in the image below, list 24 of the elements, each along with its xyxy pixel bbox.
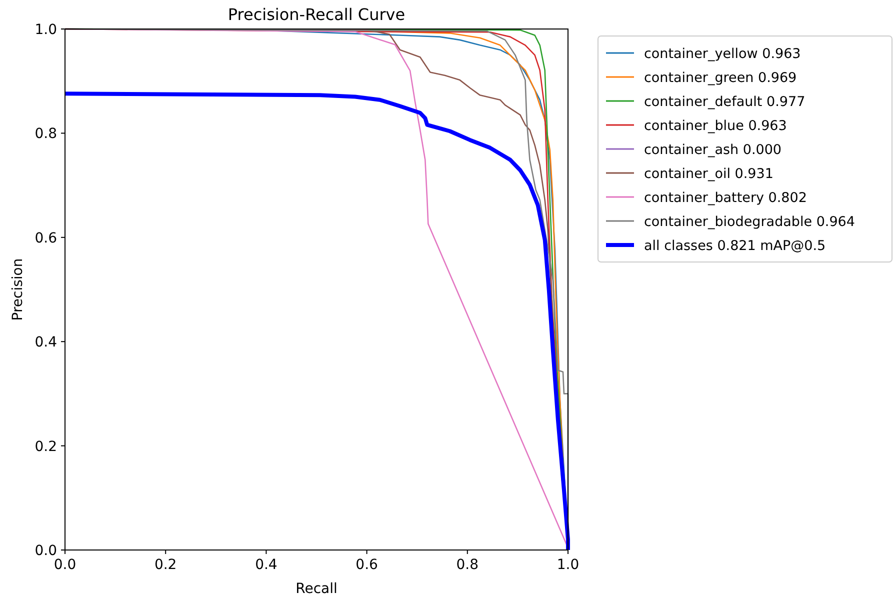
chart-title: Precision-Recall Curve	[228, 5, 406, 24]
legend-label: container_oil 0.931	[644, 166, 774, 182]
y-tick-label: 0.0	[34, 543, 57, 559]
x-tick-label: 0.2	[154, 557, 177, 573]
y-tick-label: 1.0	[34, 22, 57, 38]
legend-label: container_yellow 0.963	[644, 46, 801, 62]
x-tick-label: 0.4	[255, 557, 278, 573]
y-tick-label: 0.4	[34, 334, 58, 351]
x-tick-label: 0.8	[456, 557, 479, 573]
legend-label: container_blue 0.963	[644, 118, 787, 134]
x-tick-label: 1.0	[556, 557, 580, 573]
legend-label: container_green 0.969	[644, 70, 797, 86]
y-tick-label: 0.8	[34, 126, 57, 142]
y-axis-title: Precision	[10, 258, 26, 321]
legend-label: all classes 0.821 mAP@0.5	[644, 238, 826, 254]
legend-label: container_battery 0.802	[644, 190, 807, 206]
x-axis-title: Recall	[296, 581, 338, 597]
x-tick-label: 0.0	[54, 557, 76, 573]
legend-label: container_ash 0.000	[644, 142, 782, 158]
legend-label: container_biodegradable 0.964	[644, 214, 855, 230]
y-tick-label: 0.6	[34, 230, 58, 246]
x-tick-label: 0.6	[356, 557, 378, 573]
y-tick-label: 0.2	[34, 438, 57, 455]
legend-label: container_default 0.977	[644, 94, 806, 110]
